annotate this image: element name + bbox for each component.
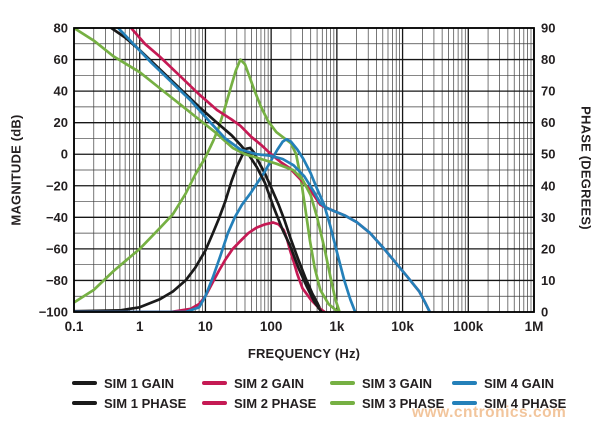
y-right-tick: 10 <box>541 273 555 288</box>
curve-sim-3-gain <box>74 58 340 312</box>
x-tick: 1 <box>136 319 144 334</box>
legend-swatch <box>202 400 227 406</box>
x-tick: 100k <box>453 319 484 334</box>
legend-label: SIM 3 GAIN <box>362 375 433 391</box>
y-right-tick: 90 <box>541 21 555 36</box>
legend-label: SIM 1 PHASE <box>104 395 187 411</box>
legend-item-sim-4-gain: SIM 4 GAIN <box>452 375 555 391</box>
watermark: www.cntronics.com <box>412 404 567 421</box>
legend-swatch <box>72 380 97 386</box>
curve-sim-4-gain <box>74 137 357 312</box>
legend-swatch <box>330 400 355 406</box>
y-left-tick: −20 <box>46 178 68 193</box>
y-right-tick: 60 <box>541 115 555 130</box>
y-left-tick: −80 <box>46 273 68 288</box>
legend-label: SIM 4 GAIN <box>484 375 555 391</box>
y-left-tick: 60 <box>54 52 68 67</box>
y-axis-label-magnitude: MAGNITUDE (dB) <box>8 114 24 226</box>
x-tick: 10 <box>198 319 213 334</box>
x-tick: 0.1 <box>65 319 84 334</box>
legend-label: SIM 2 GAIN <box>234 375 305 391</box>
curve-sim-4-phase <box>116 28 432 312</box>
y-left-tick: −100 <box>39 305 68 320</box>
y-right-tick: 30 <box>541 210 555 225</box>
x-tick: 10k <box>391 319 414 334</box>
y-right-tick: 0 <box>541 305 548 320</box>
legend-item-sim-2-gain: SIM 2 GAIN <box>202 375 305 391</box>
y-axis-label-phase: PHASE (DEGREES) <box>578 106 594 230</box>
legend-item-sim-3-gain: SIM 3 GAIN <box>330 375 433 391</box>
legend-swatch <box>72 400 97 406</box>
legend-item-sim-3-phase: SIM 3 PHASE <box>330 395 445 411</box>
chart-plot-area: 80 60 40 20 0 −20 −40 −60 −80 −100 90 80 70 60 50 40 30 2… <box>39 21 556 335</box>
legend-swatch <box>202 380 227 386</box>
legend-swatch <box>452 380 477 386</box>
x-tick: 1k <box>329 319 345 334</box>
y-left-tick: 80 <box>54 21 68 36</box>
curve-sim-1-gain <box>74 146 323 312</box>
grid <box>73 27 535 313</box>
y-left-tick: 0 <box>61 147 68 162</box>
legend-label: SIM 2 PHASE <box>234 395 317 411</box>
legend-item-sim-1-gain: SIM 1 GAIN <box>72 375 175 391</box>
legend-label: SIM 3 PHASE <box>362 395 445 411</box>
y-right-tick: 80 <box>541 52 555 67</box>
y-right-tick: 40 <box>541 178 555 193</box>
x-tick: 100 <box>260 319 283 334</box>
y-right-tick: 70 <box>541 84 555 99</box>
legend-item-sim-1-phase: SIM 1 PHASE <box>72 395 187 411</box>
y-left-tick: 40 <box>54 84 68 99</box>
curve-sim-3-phase <box>74 28 341 312</box>
x-tick: 1M <box>525 319 544 334</box>
y-left-tick: −40 <box>46 210 68 225</box>
plot-frame <box>73 27 535 313</box>
legend-item-sim-2-phase: SIM 2 PHASE <box>202 395 317 411</box>
y-left-tick: −60 <box>46 241 68 256</box>
y-right-tick: 20 <box>541 241 555 256</box>
legend-swatch <box>452 400 477 406</box>
legend-label: SIM 1 GAIN <box>104 375 175 391</box>
x-axis-label-frequency: FREQUENCY (Hz) <box>247 346 361 361</box>
y-right-tick: 50 <box>541 147 555 162</box>
legend-item-sim-4-phase: SIM 4 PHASE <box>452 395 567 411</box>
legend-label: SIM 4 PHASE <box>484 395 567 411</box>
curves <box>74 28 432 312</box>
y-left-tick: 20 <box>54 115 68 130</box>
legend-swatch <box>330 380 355 386</box>
tick-labels: 80 60 40 20 0 −20 −40 −60 −80 −100 90 80 70 60 50 40 30 2… <box>39 21 556 335</box>
